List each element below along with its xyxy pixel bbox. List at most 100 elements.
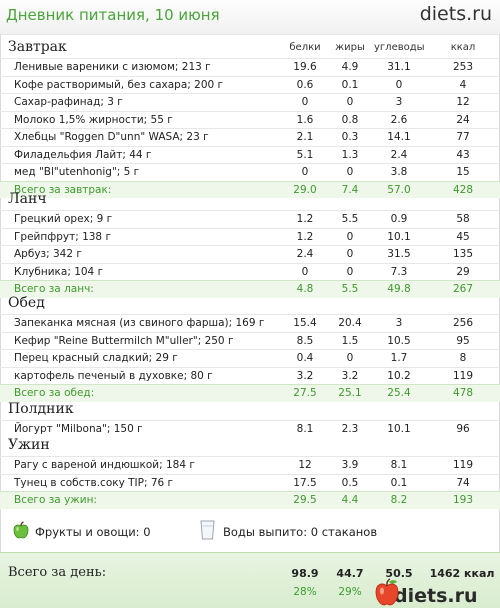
- food-value: 8.1: [390, 459, 408, 471]
- food-row[interactable]: Молоко 1,5% жирности; 55 г 1.6 0.8 2.6 24: [0, 110, 500, 129]
- food-value: 20.4: [338, 317, 362, 329]
- meal-total-row: Всего за обед: 27.5 25.1 25.4 478: [0, 384, 500, 402]
- food-name: Рагу с вареной индюшкой; 184 г: [14, 459, 195, 471]
- meal-name: Обед: [8, 295, 45, 311]
- food-value: 31.1: [387, 61, 411, 73]
- food-name: Арбуз; 342 г: [14, 248, 82, 260]
- meal-total-value: 27.5: [293, 387, 317, 399]
- meal-total-value: 478: [452, 387, 474, 399]
- meal-total-label: Всего за завтрак:: [14, 183, 112, 196]
- extras-bar: Фрукты и овощи: 0 Воды выпито: 0 стакано…: [0, 515, 500, 545]
- watermark-text: diets.ru: [394, 585, 478, 607]
- food-row[interactable]: Кефир "Reine Buttermilch M"uller"; 250 г…: [0, 331, 500, 350]
- food-value: 15.4: [293, 317, 317, 329]
- food-row[interactable]: Йогурт "Milbona"; 150 г 8.1 2.3 10.1 96: [0, 420, 500, 438]
- food-value: 135: [452, 248, 474, 260]
- food-row[interactable]: Грецкий орех; 9 г 1.2 5.5 0.9 58: [0, 210, 500, 228]
- food-value: 0: [346, 352, 354, 364]
- food-row[interactable]: Филадельфия Лайт; 44 г 5.1 1.3 2.4 43: [0, 145, 500, 164]
- site-logo[interactable]: diets.ru: [419, 3, 492, 25]
- food-row[interactable]: Арбуз; 342 г 2.4 0 31.5 135: [0, 245, 500, 263]
- food-value: 1.2: [296, 213, 314, 225]
- food-value: 4: [459, 78, 467, 91]
- food-value: 0: [346, 96, 354, 108]
- food-value: 15: [456, 166, 470, 178]
- food-value: 8.1: [296, 423, 314, 435]
- food-name: Тунец в собств.соку TIP; 76 г: [14, 476, 174, 489]
- meal-section: Ужин Рагу с вареной индюшкой; 184 г 12 3.9 8…: [0, 436, 500, 509]
- watermark-logo: diets.ru: [375, 578, 478, 607]
- food-value: 0.5: [341, 476, 359, 489]
- meal-total-value: 5.5: [341, 283, 359, 295]
- fruits-vegetables-count: Фрукты и овощи: 0: [35, 525, 151, 539]
- food-value: 0.8: [341, 113, 359, 126]
- food-row[interactable]: Клубника; 104 г 0 0 7.3 29: [0, 262, 500, 281]
- meal-section: Полдник Йогурт "Milbona"; 150 г 8.1 2.3 10.1…: [0, 400, 500, 438]
- food-row[interactable]: Запеканка мясная (из свиного фарша); 169…: [0, 314, 500, 332]
- food-value: 31.5: [387, 248, 411, 260]
- food-value: 2.4: [296, 248, 314, 260]
- food-value: 3: [395, 96, 403, 108]
- meal-section: Завтрак белки жиры углеводы ккал Ленивые варе…: [0, 38, 500, 198]
- food-row[interactable]: картофель печеный в духовке; 80 г 3.2 3.2 1…: [0, 366, 500, 385]
- food-value: 12: [456, 96, 470, 108]
- food-name: Перец красный сладкий; 29 г: [14, 352, 178, 364]
- column-header: углеводы: [374, 42, 425, 53]
- food-value: 0: [346, 248, 354, 260]
- food-value: 8: [459, 352, 467, 364]
- food-row[interactable]: мед "Bl"utenhonig"; 5 г 0 0 3.8 15: [0, 163, 500, 181]
- food-value: 0.1: [390, 476, 408, 489]
- meal-total-row: Всего за ланч: 4.8 5.5 49.8 267: [0, 280, 500, 298]
- food-name: Кофе растворимый, без сахара; 200 г: [14, 78, 224, 91]
- food-value: 17.5: [293, 476, 317, 489]
- meal-total-row: Всего за завтрак: 29.0 7.4 57.0 428: [0, 180, 500, 198]
- food-row[interactable]: Сахар-рафинад; 3 г 0 0 3 12: [0, 93, 500, 111]
- food-name: Йогурт "Milbona"; 150 г: [14, 423, 143, 435]
- watermark-apple-icon: [375, 578, 399, 606]
- food-name: Хлебцы "Roggen D"unn" WASA; 23 г: [14, 131, 209, 143]
- food-value: 95: [456, 334, 470, 347]
- food-row[interactable]: Хлебцы "Roggen D"unn" WASA; 23 г 2.1 0.3 14…: [0, 128, 500, 146]
- apple-icon: [13, 521, 29, 539]
- food-value: 256: [452, 317, 474, 329]
- food-name: Сахар-рафинад; 3 г: [14, 96, 123, 108]
- column-header: ккал: [450, 42, 476, 53]
- food-value: 10.5: [387, 334, 411, 347]
- food-value: 0.3: [341, 131, 359, 143]
- food-value: 12: [298, 459, 312, 471]
- meal-total-label: Всего за обед:: [14, 387, 95, 399]
- food-name: Молоко 1,5% жирности; 55 г: [14, 113, 173, 126]
- food-value: 1.6: [296, 113, 314, 126]
- column-header: белки: [289, 42, 321, 53]
- food-value: 3.8: [390, 166, 408, 178]
- food-value: 1.7: [390, 352, 408, 364]
- day-summary: Всего за день: 98.9 44.7 50.5 1462 ккал …: [0, 552, 500, 608]
- meal-total-value: 29.5: [293, 494, 317, 506]
- food-value: 119: [452, 369, 474, 382]
- food-row[interactable]: Перец красный сладкий; 29 г 0.4 0 1.7 8: [0, 349, 500, 367]
- food-value: 0: [301, 265, 309, 278]
- food-value: 14.1: [387, 131, 411, 143]
- food-value: 74: [456, 476, 470, 489]
- food-row[interactable]: Кофе растворимый, без сахара; 200 г 0.6 0.…: [0, 75, 500, 94]
- food-row[interactable]: Ленивые вареники с изюмом; 213 г 19.6 4.9 3…: [0, 58, 500, 76]
- meal-total-value: 193: [452, 494, 474, 506]
- food-row[interactable]: Грейпфрут; 138 г 1.2 0 10.1 45: [0, 227, 500, 246]
- food-row[interactable]: Рагу с вареной индюшкой; 184 г 12 3.9 8.1 11…: [0, 456, 500, 474]
- food-value: 0: [346, 265, 354, 278]
- food-value: 24: [456, 113, 470, 126]
- page-header: Дневник питания, 10 июня diets.ru: [0, 0, 500, 35]
- meal-total-value: 8.2: [390, 494, 408, 506]
- food-value: 0: [301, 96, 309, 108]
- food-value: 10.1: [387, 230, 411, 243]
- food-value: 2.3: [341, 423, 359, 435]
- day-protein: 98.9: [291, 567, 319, 580]
- meal-section: Ланч Грецкий орех; 9 г 1.2 5.5 0.9 58 Грейпфру…: [0, 190, 500, 298]
- food-name: Ленивые вареники с изюмом; 213 г: [14, 61, 211, 73]
- food-value: 2.6: [390, 113, 408, 126]
- food-row[interactable]: Тунец в собств.соку TIP; 76 г 17.5 0.5 0.1 7…: [0, 473, 500, 492]
- food-value: 1.3: [341, 148, 359, 161]
- meal-name: Полдник: [8, 401, 74, 417]
- food-value: 8.5: [296, 334, 314, 347]
- food-name: мед "Bl"utenhonig"; 5 г: [14, 166, 140, 178]
